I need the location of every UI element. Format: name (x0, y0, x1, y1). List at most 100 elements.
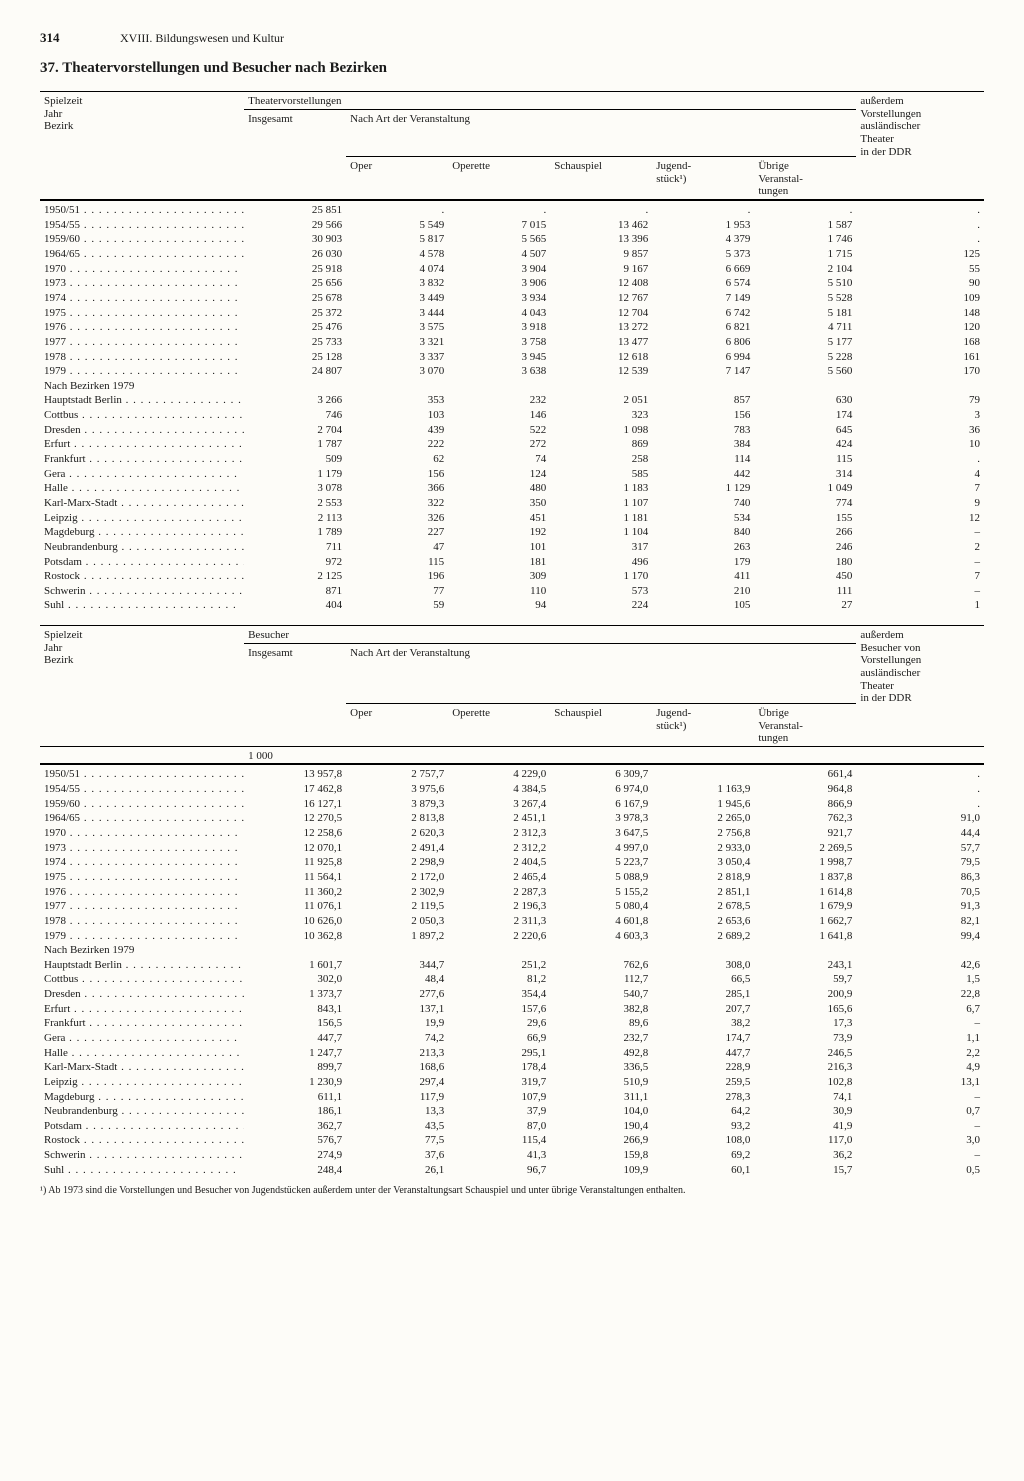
cell: 16 127,1 (244, 797, 346, 812)
cell: 246 (754, 540, 856, 555)
cell: 60,1 (652, 1163, 754, 1178)
cell: 2 553 (244, 496, 346, 511)
cell: 4 379 (652, 232, 754, 247)
cell: 179 (652, 555, 754, 570)
cell: 871 (244, 584, 346, 599)
cell: 9 (856, 496, 984, 511)
cell: 13 272 (550, 320, 652, 335)
cell: 869 (550, 437, 652, 452)
cell: 259,5 (652, 1075, 754, 1090)
cell: 74,2 (346, 1031, 448, 1046)
row-header: Spielzeit Jahr Bezirk (40, 94, 244, 159)
cell: 611,1 (244, 1090, 346, 1105)
cell: 103 (346, 408, 448, 423)
cell: 630 (754, 393, 856, 408)
cell: 6 167,9 (550, 797, 652, 812)
col-uebrige: Übrige Veranstal- tungen (754, 706, 856, 746)
cell: 2 269,5 (754, 841, 856, 856)
table-row: Magdeburg1 7892271921 104840266– (40, 525, 984, 540)
cell: 6 742 (652, 306, 754, 321)
row-label: Suhl (40, 598, 244, 613)
cell: 25 851 (244, 203, 346, 218)
cell: 12 539 (550, 364, 652, 379)
row-label: 1959/60 (40, 232, 244, 247)
cell: 15,7 (754, 1163, 856, 1178)
cell: 22,8 (856, 987, 984, 1002)
table-row: 1964/6526 0304 5784 5079 8575 3731 71512… (40, 247, 984, 262)
row-label: 1976 (40, 320, 244, 335)
cell: 13 462 (550, 218, 652, 233)
cell: 439 (346, 423, 448, 438)
cell: 4 (856, 467, 984, 482)
cell: 120 (856, 320, 984, 335)
cell: 224 (550, 598, 652, 613)
cell: 540,7 (550, 987, 652, 1002)
cell: 90 (856, 276, 984, 291)
cell: 89,6 (550, 1016, 652, 1031)
cell: 3 078 (244, 481, 346, 496)
table-row: Halle1 247,7213,3295,1492,8447,7246,52,2 (40, 1046, 984, 1061)
table-row: 197825 1283 3373 94512 6186 9945 228161 (40, 350, 984, 365)
cell: 59 (346, 598, 448, 613)
cell: 109,9 (550, 1163, 652, 1178)
cell: 1 181 (550, 511, 652, 526)
cell: 2 756,8 (652, 826, 754, 841)
table-row: 197012 258,62 620,32 312,33 647,52 756,8… (40, 826, 984, 841)
cell: 66,5 (652, 972, 754, 987)
cell: 111 (754, 584, 856, 599)
cell: 2 404,5 (448, 855, 550, 870)
table-row: Dresden1 373,7277,6354,4540,7285,1200,92… (40, 987, 984, 1002)
cell: 26,1 (346, 1163, 448, 1178)
cell: 2 704 (244, 423, 346, 438)
cell: 44,4 (856, 826, 984, 841)
cell: 295,1 (448, 1046, 550, 1061)
cell: 228,9 (652, 1060, 754, 1075)
cell: 645 (754, 423, 856, 438)
cell: 82,1 (856, 914, 984, 929)
row-label: Rostock (40, 569, 244, 584)
cell: 711 (244, 540, 346, 555)
cell: 274,9 (244, 1148, 346, 1163)
cell: 522 (448, 423, 550, 438)
table-row: 1954/5529 5665 5497 01513 4621 9531 587. (40, 218, 984, 233)
cell: 309 (448, 569, 550, 584)
table-row: Suhl248,426,196,7109,960,115,70,5 (40, 1163, 984, 1178)
cell: 29,6 (448, 1016, 550, 1031)
cell: 2 119,5 (346, 899, 448, 914)
cell: 5 817 (346, 232, 448, 247)
besucher-table: Spielzeit Jahr Bezirk Besucher außerdem … (40, 625, 984, 1177)
cell: 1 230,9 (244, 1075, 346, 1090)
row-label: Hauptstadt Berlin (40, 958, 244, 973)
cell: 125 (856, 247, 984, 262)
cell: 1 170 (550, 569, 652, 584)
cell: 899,7 (244, 1060, 346, 1075)
table-row: 197711 076,12 119,52 196,35 080,42 678,5… (40, 899, 984, 914)
table-row: Neubrandenburg711471013172632462 (40, 540, 984, 555)
cell: 110 (448, 584, 550, 599)
cell: . (856, 218, 984, 233)
cell: 2 302,9 (346, 885, 448, 900)
row-label: Karl-Marx-Stadt (40, 1060, 244, 1075)
row-label: 1970 (40, 826, 244, 841)
cell: . (856, 767, 984, 782)
cell: 2 312,2 (448, 841, 550, 856)
cell: 1 129 (652, 481, 754, 496)
cell: 190,4 (550, 1119, 652, 1134)
row-label: 1978 (40, 350, 244, 365)
table-row: Dresden2 7044395221 09878364536 (40, 423, 984, 438)
cell: 1 163,9 (652, 782, 754, 797)
cell: 62 (346, 452, 448, 467)
cell: 94 (448, 598, 550, 613)
side-label: außerdem Besucher von Vorstellungen ausl… (856, 628, 984, 706)
cell: 1 107 (550, 496, 652, 511)
cell: 3 449 (346, 291, 448, 306)
cell: 450 (754, 569, 856, 584)
cell: 1 179 (244, 467, 346, 482)
col-insgesamt: Insgesamt (244, 646, 346, 706)
row-label: Hauptstadt Berlin (40, 393, 244, 408)
cell: 13 957,8 (244, 767, 346, 782)
cell: 6,7 (856, 1002, 984, 1017)
cell: 1 104 (550, 525, 652, 540)
cell: 451 (448, 511, 550, 526)
table-row: 1959/6030 9035 8175 56513 3964 3791 746. (40, 232, 984, 247)
